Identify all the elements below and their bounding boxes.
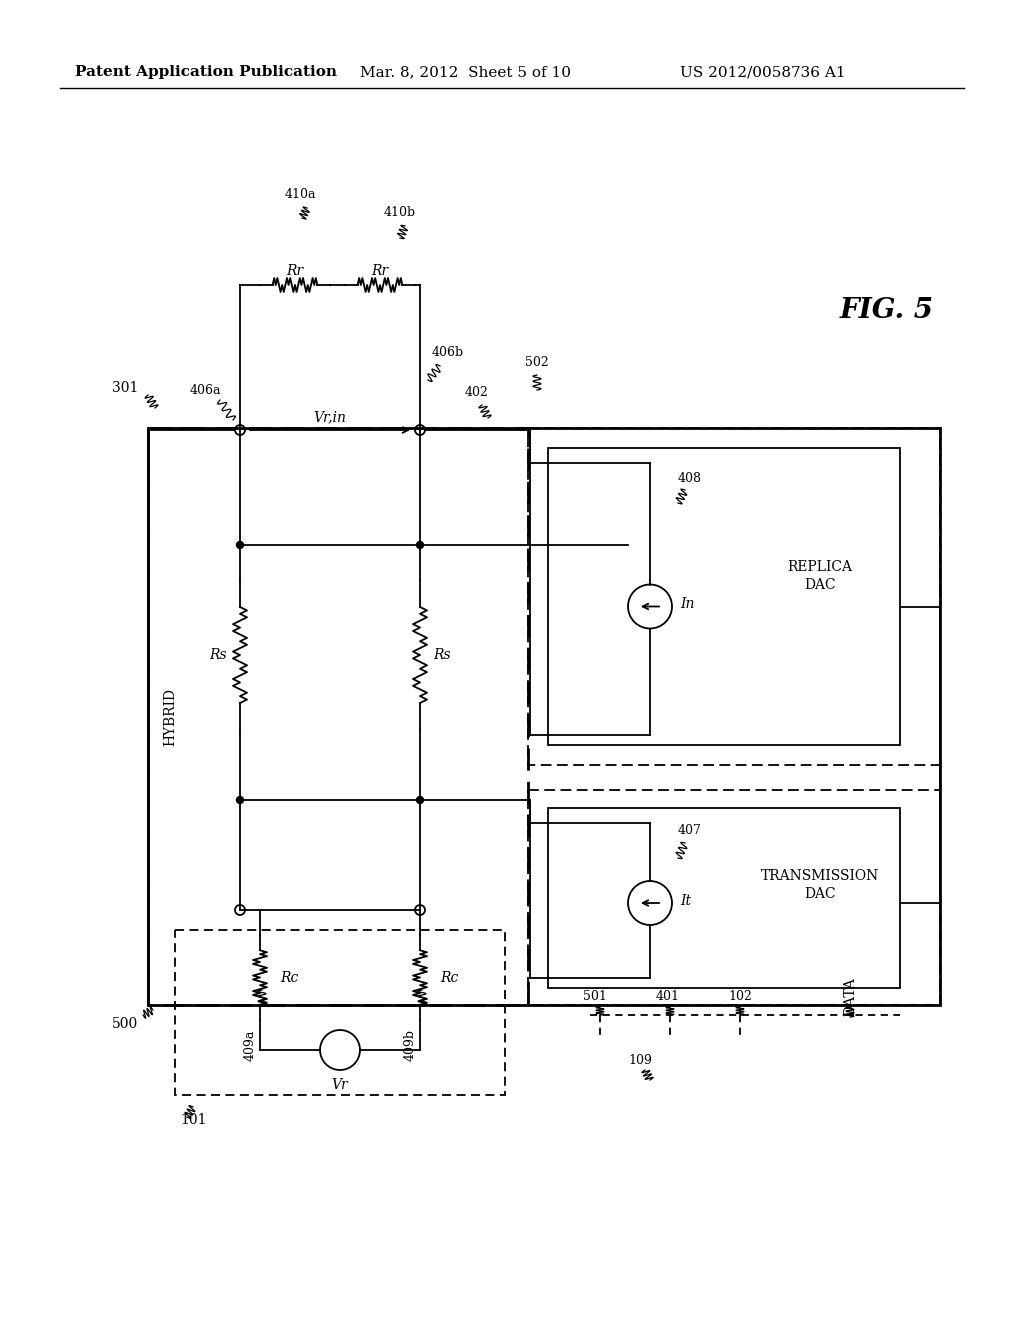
Text: US 2012/0058736 A1: US 2012/0058736 A1: [680, 65, 846, 79]
Circle shape: [417, 541, 424, 549]
Text: Vr: Vr: [332, 1078, 348, 1092]
Text: Vr,in: Vr,in: [313, 411, 346, 424]
Text: 407: 407: [678, 824, 701, 837]
Text: Rr: Rr: [287, 264, 303, 279]
Text: Rs: Rs: [433, 648, 451, 663]
Text: DATA: DATA: [843, 978, 857, 1016]
Text: 406b: 406b: [432, 346, 464, 359]
Text: Rs: Rs: [209, 648, 226, 663]
Text: 409a: 409a: [244, 1030, 256, 1061]
Text: 500: 500: [112, 1016, 138, 1031]
Circle shape: [417, 796, 424, 804]
Text: DAC: DAC: [804, 578, 836, 591]
Text: 301: 301: [112, 381, 138, 395]
Text: In: In: [680, 598, 694, 611]
Text: 402: 402: [465, 387, 488, 400]
Text: 101: 101: [180, 1113, 207, 1127]
Text: Rc: Rc: [440, 970, 459, 985]
Text: 408: 408: [678, 471, 702, 484]
Text: Mar. 8, 2012  Sheet 5 of 10: Mar. 8, 2012 Sheet 5 of 10: [360, 65, 571, 79]
Text: HYBRID: HYBRID: [163, 688, 177, 746]
Text: FIG. 5: FIG. 5: [840, 297, 934, 323]
Text: DAC: DAC: [804, 887, 836, 902]
Text: 401: 401: [656, 990, 680, 1003]
Text: Patent Application Publication: Patent Application Publication: [75, 65, 337, 79]
Text: It: It: [680, 894, 691, 908]
Text: TRANSMISSION: TRANSMISSION: [761, 870, 880, 883]
Text: Rc: Rc: [280, 970, 298, 985]
Text: 410b: 410b: [384, 206, 416, 219]
Text: 406a: 406a: [189, 384, 221, 396]
Text: 409b: 409b: [403, 1030, 417, 1061]
Text: 501: 501: [583, 990, 607, 1003]
Circle shape: [237, 541, 244, 549]
Text: 410a: 410a: [285, 189, 315, 202]
Text: Rr: Rr: [372, 264, 388, 279]
Text: REPLICA: REPLICA: [787, 560, 853, 574]
Circle shape: [237, 796, 244, 804]
Text: 502: 502: [525, 356, 549, 370]
Text: 102: 102: [728, 990, 752, 1003]
Text: 109: 109: [628, 1053, 652, 1067]
